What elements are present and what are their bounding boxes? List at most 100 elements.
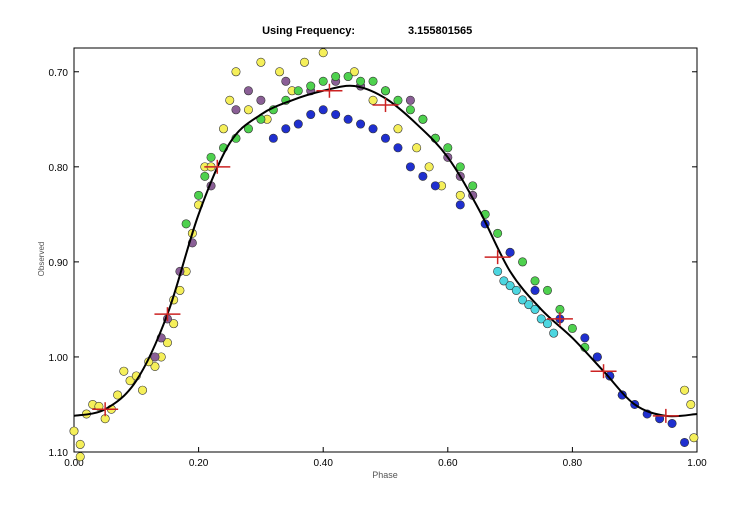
data-point	[393, 124, 403, 134]
data-point	[686, 399, 696, 409]
data-point	[455, 162, 465, 172]
data-point	[542, 319, 552, 329]
data-point	[318, 76, 328, 86]
data-point	[393, 143, 403, 153]
normal-point-marker	[372, 98, 399, 113]
y-tick-label: 1.10	[49, 448, 69, 459]
data-point	[524, 300, 534, 310]
data-point	[349, 67, 359, 77]
x-tick-label: 1.00	[687, 458, 707, 469]
data-point	[549, 328, 559, 338]
data-point	[530, 304, 540, 314]
x-tick-label: 0.20	[189, 458, 209, 469]
x-tick-label: 0.60	[438, 458, 458, 469]
x-axis: 0.00 0.20 0.40 0.60 0.80 1.00	[64, 447, 707, 469]
data-point	[150, 352, 160, 362]
chart-title: Using Frequency:	[262, 25, 355, 37]
data-point	[617, 390, 627, 400]
normal-point-marker	[652, 408, 679, 423]
data-point	[293, 86, 303, 96]
normal-point-markers	[92, 83, 679, 423]
data-point	[680, 385, 690, 395]
data-point	[331, 72, 341, 82]
data-point	[194, 190, 204, 200]
data-point	[356, 119, 366, 129]
data-point	[231, 67, 241, 77]
data-point	[343, 72, 353, 82]
data-point	[505, 281, 515, 291]
data-point	[505, 247, 515, 257]
data-point	[243, 86, 253, 96]
y-axis: 0.70 0.80 0.90 1.00 1.10	[49, 68, 697, 459]
data-point	[667, 418, 677, 428]
data-point	[567, 323, 577, 333]
data-point	[225, 95, 235, 105]
data-point	[368, 124, 378, 134]
data-point	[281, 124, 291, 134]
data-point	[493, 228, 503, 238]
data-point	[380, 86, 390, 96]
data-point	[75, 439, 85, 449]
data-point	[293, 119, 303, 129]
data-point	[343, 114, 353, 124]
data-point	[592, 352, 602, 362]
data-point	[468, 181, 478, 191]
data-point	[518, 295, 528, 305]
data-point	[113, 390, 123, 400]
data-point	[405, 95, 415, 105]
data-point	[511, 285, 521, 295]
normal-point-marker	[484, 250, 511, 265]
y-tick-label: 0.70	[49, 68, 69, 79]
y-tick-label: 1.00	[49, 353, 69, 364]
data-point	[499, 276, 509, 286]
normal-point-marker	[590, 364, 617, 379]
normal-point-marker	[546, 311, 573, 326]
data-point	[455, 200, 465, 210]
data-point	[181, 219, 191, 229]
data-point	[331, 110, 341, 120]
data-point	[200, 171, 210, 181]
data-point	[493, 266, 503, 276]
chart-title-value: 3.155801565	[408, 25, 472, 37]
normal-point-marker	[204, 159, 231, 174]
x-tick-label: 0.40	[313, 458, 333, 469]
normal-point-marker	[154, 307, 181, 322]
normal-point-marker	[316, 83, 343, 98]
data-points	[69, 48, 699, 462]
data-point	[368, 76, 378, 86]
data-point	[542, 285, 552, 295]
data-point	[94, 401, 104, 411]
data-point	[405, 105, 415, 115]
data-point	[689, 433, 699, 443]
data-point	[243, 124, 253, 134]
fit-curve	[73, 84, 698, 418]
data-point	[231, 105, 241, 115]
data-point	[256, 95, 266, 105]
y-tick-label: 0.90	[49, 258, 69, 269]
x-tick-label: 0.80	[563, 458, 583, 469]
data-point	[162, 338, 172, 348]
data-point	[75, 452, 85, 462]
data-point	[219, 124, 229, 134]
data-point	[536, 314, 546, 324]
data-point	[418, 171, 428, 181]
data-point	[306, 110, 316, 120]
data-point	[530, 285, 540, 295]
data-point	[430, 181, 440, 191]
data-point	[138, 385, 148, 395]
data-point	[306, 81, 316, 91]
data-point	[418, 114, 428, 124]
data-point	[318, 105, 328, 115]
data-point	[580, 333, 590, 343]
data-point	[243, 105, 253, 115]
y-axis-label: Observed	[37, 242, 46, 277]
data-point	[393, 95, 403, 105]
data-point	[125, 376, 135, 386]
data-point	[424, 162, 434, 172]
data-point	[530, 276, 540, 286]
data-point	[150, 361, 160, 371]
x-tick-label: 0.00	[64, 458, 84, 469]
plot-area	[73, 47, 698, 453]
data-point	[380, 133, 390, 143]
data-point	[412, 143, 422, 153]
